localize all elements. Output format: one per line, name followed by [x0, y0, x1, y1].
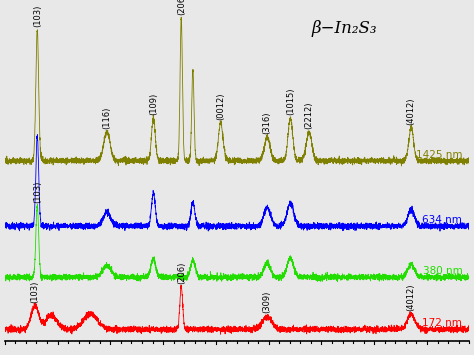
- Text: (103): (103): [30, 280, 39, 302]
- Text: 380 nm: 380 nm: [422, 266, 462, 276]
- Text: 172 nm: 172 nm: [422, 318, 462, 328]
- Text: (103): (103): [33, 181, 42, 203]
- Text: (206): (206): [177, 0, 186, 15]
- Text: β−In₂S₃: β−In₂S₃: [311, 20, 376, 37]
- Text: 1425 nm: 1425 nm: [416, 149, 462, 160]
- Text: (4012): (4012): [407, 97, 416, 125]
- Text: 634 nm: 634 nm: [422, 215, 462, 225]
- Text: (4012): (4012): [407, 284, 416, 311]
- Text: (103): (103): [33, 5, 42, 27]
- Text: (109): (109): [149, 93, 158, 115]
- Text: (316): (316): [263, 112, 272, 134]
- Text: (116): (116): [102, 107, 111, 130]
- Text: (2212): (2212): [304, 102, 313, 130]
- Text: (1015): (1015): [286, 88, 295, 115]
- Text: (206): (206): [177, 261, 186, 284]
- Text: (309): (309): [263, 291, 272, 313]
- Text: (0012): (0012): [216, 92, 225, 120]
